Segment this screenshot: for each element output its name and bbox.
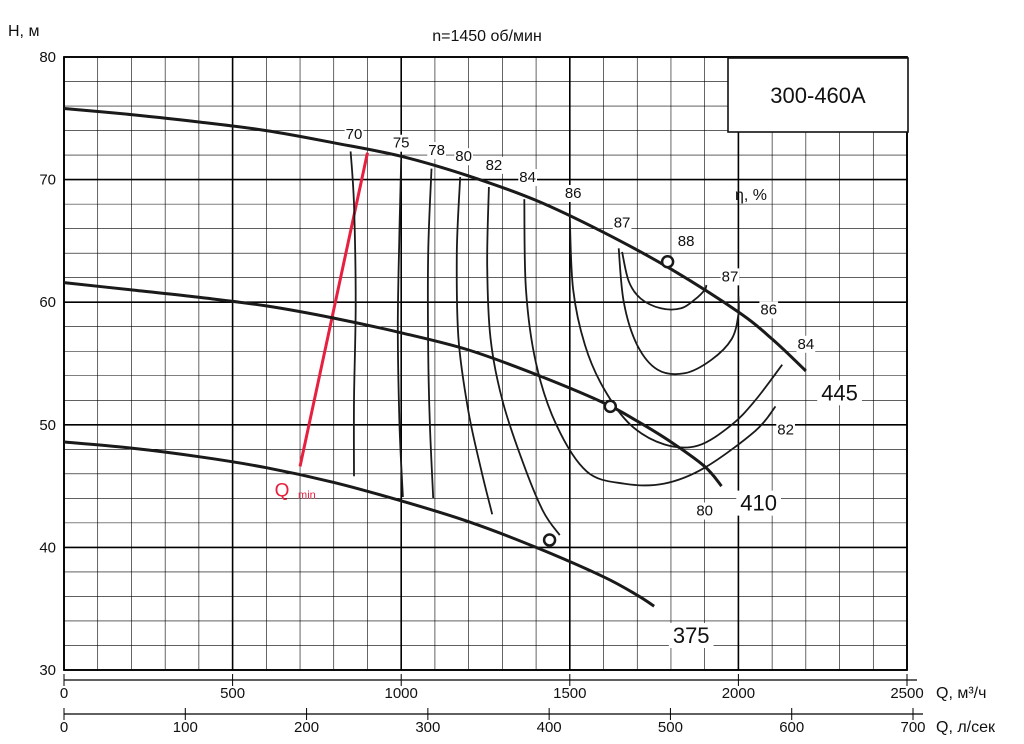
efficiency-label-88-bg	[676, 232, 696, 250]
efficiency-label-84: 84	[797, 336, 814, 353]
efficiency-label-78: 78	[428, 142, 445, 159]
efficiency-label-86-bg	[759, 301, 779, 319]
y-tick-label: 70	[39, 172, 56, 189]
y-tick-label: 30	[39, 662, 56, 679]
curve-label-410: 410	[740, 491, 777, 516]
efficiency-contour-87	[617, 248, 740, 375]
curve-label-445-bg	[817, 380, 862, 406]
x2-tick-label: 400	[537, 719, 562, 736]
head-curve-375	[63, 440, 655, 608]
efficiency-label-82-bg	[484, 156, 504, 174]
x2-tick-label: 600	[779, 719, 804, 736]
x2-axis-label: Q, л/сек	[936, 719, 996, 736]
x-tick-label: 500	[220, 685, 245, 702]
efficiency-label-87-bg	[720, 268, 740, 286]
efficiency-label-80: 80	[455, 148, 472, 165]
bep-point	[660, 254, 675, 269]
y-tick-label: 40	[39, 539, 56, 556]
efficiency-label-80: 80	[696, 503, 713, 520]
model-box	[727, 57, 909, 133]
curve-label-375-bg	[668, 623, 714, 649]
efficiency-label-86: 86	[565, 185, 582, 202]
head-curves	[63, 107, 807, 608]
efficiency-label-82: 82	[777, 422, 794, 439]
efficiency-label-87: 87	[722, 268, 739, 285]
chart-title: n=1450 об/мин	[432, 28, 542, 45]
efficiency-label-87: 87	[614, 214, 631, 231]
plot-frame	[63, 56, 908, 671]
efficiency-contour-75	[396, 159, 404, 498]
efficiency-label-75: 75	[393, 135, 410, 152]
y-tick-label: 60	[39, 294, 56, 311]
efficiency-label-87-bg	[612, 214, 632, 232]
efficiency-label-70: 70	[346, 126, 363, 143]
x-tick-label: 1000	[385, 685, 418, 702]
efficiency-label-86-bg	[563, 184, 583, 202]
x2-tick-label: 200	[294, 719, 319, 736]
efficiency-label-80-bg	[695, 502, 715, 520]
efficiency-label-75-bg	[391, 134, 411, 152]
efficiency-contour-84	[523, 199, 777, 487]
efficiency-label-82: 82	[486, 157, 503, 174]
efficiency-label-88: 88	[678, 233, 695, 250]
efficiency-contour-70	[349, 151, 357, 477]
efficiency-contour-82	[486, 186, 561, 536]
efficiency-label-78-bg	[427, 142, 446, 160]
efficiency-contour-78	[426, 168, 435, 499]
x2-tick-label: 700	[900, 719, 925, 736]
x2-tick-label: 300	[415, 719, 440, 736]
y-tick-label: 80	[39, 49, 56, 66]
qmin-line	[298, 152, 369, 467]
head-curve-410	[63, 281, 723, 488]
curve-label-445: 445	[821, 380, 858, 405]
model-label: 300-460A	[770, 83, 866, 108]
chart-labels: 70 75 78 80 82 84 86 87 88 87 86 84 82 80 445 410 375 Q mi…	[275, 126, 862, 649]
curve-label-375: 375	[673, 623, 710, 648]
efficiency-label-80-bg	[454, 148, 473, 166]
x2-tick-label: 500	[658, 719, 683, 736]
head-curve-445	[63, 107, 807, 372]
x2-tick-label: 0	[60, 719, 68, 736]
efficiency-label: η, %	[735, 187, 767, 204]
x-tick-label: 2500	[890, 685, 923, 702]
y-axis-label: H, м	[8, 23, 39, 40]
x-tick-label: 0	[60, 685, 68, 702]
x-tick-label: 2000	[722, 685, 755, 702]
efficiency-label-86: 86	[760, 301, 777, 318]
grid: 0 500 1000 1500 2000 2500 0 100 200 300 400 500 600 7…	[39, 49, 925, 736]
efficiency-contour-86	[568, 218, 783, 449]
efficiency-label-84-bg	[796, 335, 816, 353]
x2-tick-label: 100	[173, 719, 198, 736]
bep-point	[603, 399, 618, 414]
efficiency-contours	[349, 151, 783, 536]
efficiency-label-82-bg	[776, 421, 795, 439]
efficiency-label-84: 84	[519, 169, 536, 186]
curve-label-410-bg	[736, 490, 781, 516]
efficiency-label-84-bg	[518, 169, 537, 187]
qmin-subscript: min	[298, 489, 316, 501]
x-axis-label: Q, м³/ч	[936, 685, 986, 702]
qmin-group	[298, 152, 369, 467]
efficiency-contour-80	[455, 177, 494, 515]
x-tick-label: 1500	[553, 685, 586, 702]
efficiency-label-70-bg	[344, 126, 364, 144]
qmin-label: Q	[275, 480, 290, 501]
y-tick-label: 50	[39, 417, 56, 434]
bep-point	[542, 533, 557, 547]
